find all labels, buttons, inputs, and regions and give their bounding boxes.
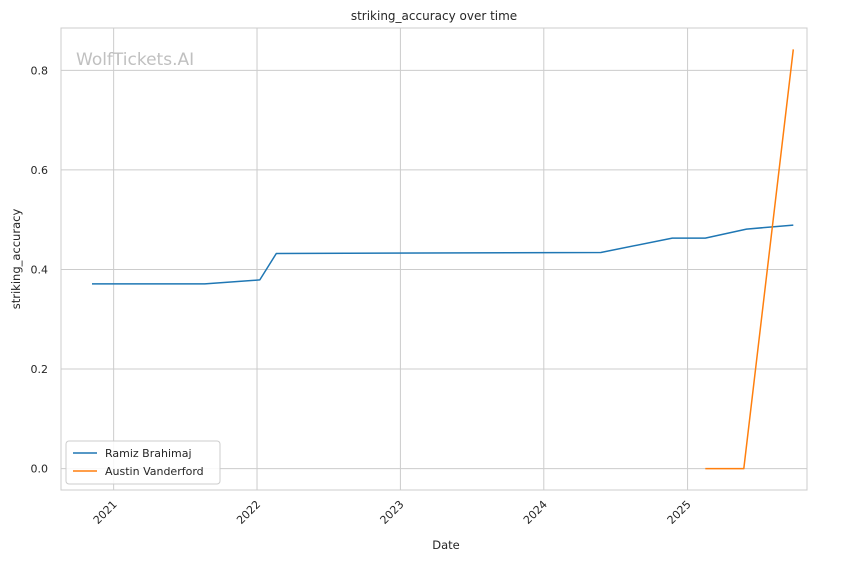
series-line-austin-vanderford [705,49,795,470]
grid [61,28,807,490]
y-axis-title: striking_accuracy [9,209,23,310]
y-axis-ticks: 0.0 0.2 0.4 0.6 0.8 [31,64,49,475]
plot-frame [60,27,808,491]
legend-box [65,440,221,485]
y-tick-label: 0.0 [31,463,49,476]
legend-label-ramiz-brahimaj: Ramiz Brahimaj [105,447,192,460]
legend-label-austin-vanderford: Austin Vanderford [105,465,204,478]
x-tick-label: 2021 [91,498,120,527]
watermark: WolfTickets.AI [76,50,194,70]
y-tick-label: 0.2 [31,363,49,376]
y-tick-label: 0.8 [31,64,49,77]
x-tick-label: 2024 [521,498,550,527]
y-tick-label: 0.4 [31,263,49,276]
chart-title: striking_accuracy over time [351,9,517,23]
x-axis-ticks: 2021 2022 2023 2024 2025 [91,498,694,527]
x-axis-title: Date [432,538,460,552]
series-layer [92,49,795,470]
series-line-ramiz-brahimaj [92,224,794,285]
x-tick-label: 2022 [234,498,263,527]
legend: Ramiz Brahimaj Austin Vanderford [65,440,221,485]
x-tick-label: 2025 [665,498,694,527]
y-tick-label: 0.6 [31,164,49,177]
x-tick-label: 2023 [378,498,407,527]
